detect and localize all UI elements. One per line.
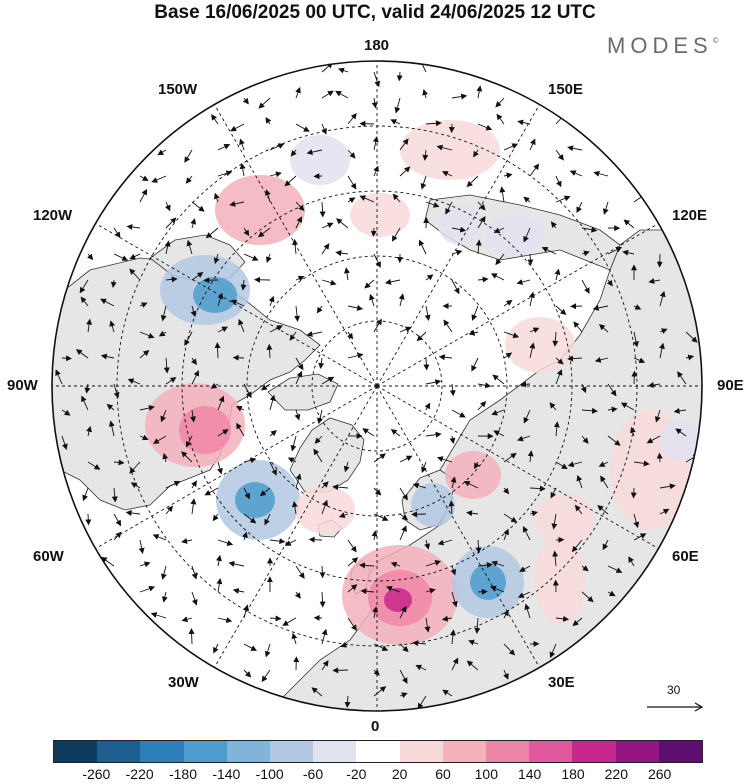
longitude-label-90e: 90E — [717, 377, 744, 394]
anomaly-contour — [470, 564, 506, 600]
wind-arrow — [659, 454, 660, 462]
longitude-label-90w: 90W — [7, 377, 38, 394]
colorbar-tick-label: -260 — [82, 766, 110, 782]
brand-wordmark: MODES — [607, 33, 713, 58]
colorbar-box-1 — [97, 741, 140, 762]
anomaly-contour — [193, 277, 237, 313]
colorbar-tick-labels: -260 -220 -180 -140 -100 -60 -20 20 60 100 140 180 2… — [0, 766, 750, 784]
colorbar-box-10 — [486, 741, 529, 762]
longitude-label-30e: 30E — [548, 674, 575, 691]
wind-arrow — [634, 372, 635, 384]
reference-vector: 30 — [645, 683, 705, 713]
wind-arrow — [88, 514, 89, 524]
colorbar-box-4 — [227, 741, 270, 762]
wind-arrow — [634, 488, 635, 498]
colorbar-box-5 — [270, 741, 313, 762]
anomaly-contour — [445, 451, 501, 499]
wind-arrow — [62, 358, 71, 359]
wind-arrow — [234, 358, 244, 359]
modes-logo: MODES© — [607, 33, 719, 59]
colorbar-box-13 — [616, 741, 659, 762]
colorbar-box-2 — [140, 741, 183, 762]
colorbar-tick-label: 20 — [392, 766, 408, 782]
anomaly-contour — [485, 215, 545, 255]
colorbar-box-6 — [313, 741, 356, 762]
colorbar-tick-label: 180 — [561, 766, 584, 782]
longitude-label-30w: 30W — [168, 674, 199, 691]
colorbar — [53, 740, 703, 763]
anomaly-contour — [535, 535, 585, 625]
anomaly-contour — [215, 175, 305, 245]
longitude-label-150w: 150W — [158, 81, 197, 98]
colorbar-tick-label: 60 — [435, 766, 451, 782]
colorbar-tick-label: -100 — [256, 766, 284, 782]
colorbar-box-12 — [572, 741, 615, 762]
colorbar-box-11 — [529, 741, 572, 762]
wind-arrow — [191, 629, 192, 644]
longitude-label-150e: 150E — [548, 81, 583, 98]
longitude-label-60e: 60E — [672, 548, 699, 565]
colorbar-tick-label: -60 — [303, 766, 323, 782]
anomaly-contour — [411, 483, 455, 527]
colorbar-tick-label: 220 — [605, 766, 628, 782]
colorbar-box-8 — [400, 741, 443, 762]
colorbar-tick-label: 100 — [475, 766, 498, 782]
colorbar-tick-label: -220 — [126, 766, 154, 782]
colorbar-box-9 — [443, 741, 486, 762]
wind-arrow — [310, 539, 322, 540]
colorbar-tick-label: 140 — [518, 766, 541, 782]
anomaly-contour — [295, 486, 355, 534]
anomaly-contour — [235, 482, 275, 518]
longitude-label-0: 0 — [371, 718, 379, 735]
anomaly-contour — [290, 135, 350, 185]
longitude-label-120e: 120E — [672, 207, 707, 224]
wind-arrow — [478, 592, 487, 593]
brand-mark: © — [713, 36, 719, 45]
longitude-label-180: 180 — [364, 37, 389, 54]
colorbar-box-7 — [356, 741, 399, 762]
anomaly-contour — [350, 193, 410, 237]
anomaly-contour — [438, 205, 482, 245]
colorbar-tick-label: -20 — [346, 766, 366, 782]
wind-arrow — [412, 514, 426, 515]
map-title: Base 16/06/2025 00 UTC, valid 24/06/2025… — [0, 2, 750, 24]
wind-arrow — [373, 228, 374, 236]
wind-arrow — [333, 670, 348, 671]
reference-arrow-icon — [645, 683, 705, 713]
longitude-label-120w: 120W — [33, 207, 72, 224]
colorbar-tick-label: -140 — [212, 766, 240, 782]
colorbar-tick-label: -180 — [169, 766, 197, 782]
longitude-label-60w: 60W — [33, 548, 64, 565]
colorbar-box-14 — [659, 741, 702, 762]
colorbar-box-0 — [54, 741, 97, 762]
colorbar-box-3 — [184, 741, 227, 762]
anomaly-contour — [505, 317, 575, 373]
colorbar-tick-label: 260 — [648, 766, 671, 782]
